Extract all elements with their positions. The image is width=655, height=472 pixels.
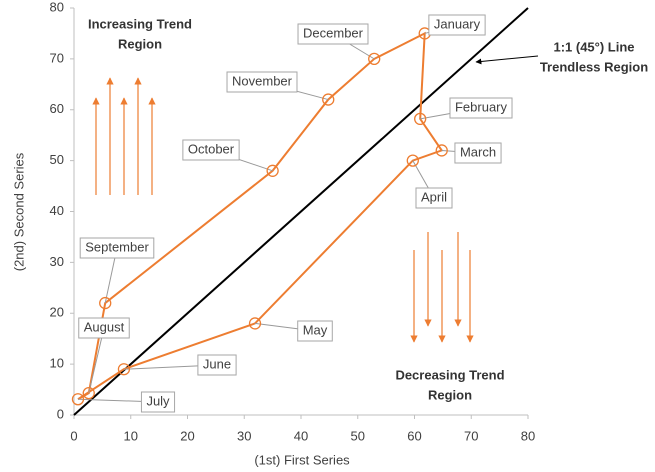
label-box (182, 139, 240, 161)
x-tick-label: 50 (351, 428, 365, 443)
label-box (454, 142, 502, 164)
y-tick-label: 60 (50, 101, 64, 116)
x-tick-label: 20 (180, 428, 194, 443)
annotation: Increasing Trend (88, 16, 192, 31)
x-tick-label: 30 (237, 428, 251, 443)
annotation: Trendless Region (540, 59, 648, 74)
data-point (322, 93, 335, 106)
y-tick-label: 40 (50, 203, 64, 218)
y-tick-label: 30 (50, 254, 64, 269)
data-point (99, 296, 112, 310)
point-label-text: October (188, 141, 235, 156)
point-label-text: April (421, 189, 447, 204)
label-box (140, 391, 176, 413)
point-label: June (197, 354, 237, 376)
label-box (449, 97, 513, 119)
point-label: October (182, 139, 240, 161)
y-tick-label: 70 (50, 50, 64, 65)
point-label-text: June (203, 356, 231, 371)
point-label-text: August (84, 319, 125, 334)
point-label: March (454, 142, 502, 164)
y-tick-label: 80 (50, 0, 64, 14)
leader-line (88, 327, 105, 394)
label-box (415, 187, 453, 209)
y-tick-label: 50 (50, 152, 64, 167)
label-box (297, 320, 333, 342)
point-label: February (449, 97, 513, 119)
point-label: December (297, 23, 369, 45)
annotation: Region (428, 387, 472, 402)
point-label-text: March (460, 144, 496, 159)
data-point (406, 154, 419, 167)
point-label-text: July (146, 393, 170, 408)
point-label-text: December (303, 25, 364, 40)
point-label: November (226, 71, 298, 93)
y-tick-label: 20 (50, 305, 64, 320)
label-box (428, 14, 486, 36)
annotation-arrow (475, 55, 539, 65)
label-box (297, 23, 369, 45)
data-point (117, 363, 131, 376)
x-tick-label: 70 (464, 428, 478, 443)
x-tick-label: 60 (407, 428, 421, 443)
data-point (435, 144, 448, 157)
point-label: January (428, 14, 486, 36)
label-box (226, 71, 298, 93)
label-box (78, 317, 130, 339)
point-label-text: November (232, 73, 293, 88)
y-axis-label: (2nd) Second Series (11, 152, 26, 271)
point-label: September (79, 237, 155, 259)
data-point (266, 164, 279, 177)
x-tick-label: 80 (521, 428, 535, 443)
annotation: Decreasing Trend (395, 367, 504, 382)
x-axis-label: (1st) First Series (254, 452, 350, 467)
y-tick-label: 10 (50, 356, 64, 371)
point-label: May (297, 320, 333, 342)
point-label: July (140, 391, 176, 413)
point-label: April (415, 187, 453, 209)
label-box (79, 237, 155, 259)
y-tick-label: 0 (57, 406, 64, 421)
x-tick-label: 10 (124, 428, 138, 443)
data-point (82, 386, 95, 400)
reference-line (73, 7, 529, 416)
data-point (248, 317, 262, 330)
point-label-text: January (434, 16, 481, 31)
data-point (71, 393, 85, 406)
point-label-text: September (85, 239, 149, 254)
x-tick-label: 0 (70, 428, 77, 443)
annotation: 1:1 (45°) Line (553, 39, 634, 54)
label-box (197, 354, 237, 376)
data-point (414, 112, 427, 126)
x-tick-label: 40 (294, 428, 308, 443)
point-label-text: February (455, 99, 508, 114)
point-label-text: May (303, 322, 328, 337)
point-label: August (78, 317, 130, 339)
data-point (368, 52, 381, 66)
annotation: Region (118, 36, 162, 51)
